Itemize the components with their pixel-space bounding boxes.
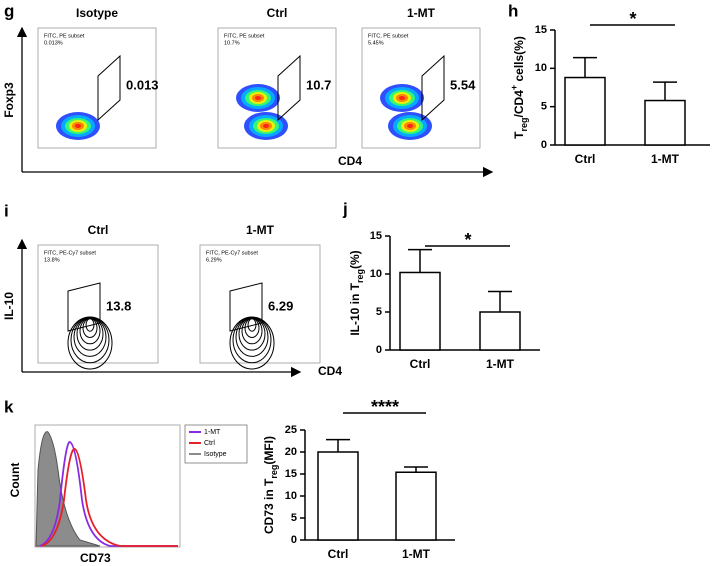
- gate: [97, 54, 121, 122]
- bar: [317, 451, 359, 541]
- bar: [564, 76, 606, 146]
- x-tick-label: 1-MT: [402, 547, 431, 561]
- gate-subset: 13.8%: [44, 257, 60, 263]
- significance-label: ****: [371, 397, 399, 417]
- x-tick-label: 1-MT: [651, 152, 680, 166]
- plot-title: Isotype: [76, 6, 118, 20]
- y-tick-label: 5: [291, 512, 297, 524]
- legend-label: Isotype: [204, 451, 227, 458]
- y-axis-label-part: IL-10 in T: [348, 282, 362, 335]
- gate-header: FITC, PE-Cy7 subset: [44, 250, 96, 256]
- gate-subset: 0.013%: [44, 40, 63, 46]
- y-tick-label: 0: [541, 139, 547, 151]
- gate: [67, 282, 101, 332]
- y-axis-label: Foxp3: [2, 82, 16, 118]
- y-tick-label: 20: [285, 446, 297, 458]
- gate-header: FITC, PE subset: [44, 33, 85, 39]
- y-tick-label: 15: [535, 24, 547, 36]
- x-tick-label: 1-MT: [486, 357, 515, 371]
- histogram-ctrl: [41, 448, 178, 547]
- bar: [479, 311, 521, 351]
- panel-label: g: [4, 1, 14, 20]
- gate-subset: 10.7%: [224, 40, 240, 46]
- x-axis-label: CD4: [318, 364, 342, 378]
- significance-label: *: [464, 230, 471, 250]
- x-axis-label: CD4: [338, 154, 362, 168]
- dot-density: [263, 124, 269, 128]
- y-axis-label-part: reg: [269, 465, 279, 479]
- gate: [421, 54, 445, 122]
- y-tick-label: 10: [285, 490, 297, 502]
- y-axis-label: CD73 in Treg(MFI): [262, 436, 279, 534]
- dot-density: [75, 124, 81, 128]
- y-axis-label: IL-10 in Treg(%): [348, 250, 365, 335]
- gate-header: FITC, PE subset: [224, 33, 265, 39]
- bar: [399, 271, 441, 351]
- y-tick-label: 0: [291, 534, 297, 546]
- y-axis-label-part: (%): [348, 250, 362, 269]
- y-tick-label: 5: [541, 101, 547, 113]
- y-axis-label-part: +: [509, 85, 519, 90]
- y-tick-label: 10: [370, 268, 382, 280]
- plot-title: Ctrl: [267, 6, 288, 20]
- y-axis-label-part: cells(%): [512, 36, 526, 85]
- panel-label: h: [508, 1, 518, 20]
- gate: [277, 54, 301, 122]
- x-tick-label: Ctrl: [575, 152, 596, 166]
- gate-value: 13.8: [106, 298, 131, 313]
- dot-density: [255, 96, 261, 100]
- y-axis-label-part: /CD4: [512, 90, 526, 118]
- plot-title: Ctrl: [88, 223, 109, 237]
- plot-title: 1-MT: [246, 223, 275, 237]
- legend-label: Ctrl: [204, 440, 215, 447]
- panel-label: j: [342, 199, 348, 218]
- y-axis-label-part: (MFI): [262, 436, 276, 465]
- histogram-isotype: [35, 431, 101, 547]
- gate-subset: 6.29%: [206, 257, 222, 263]
- gate-value: 10.7: [306, 77, 331, 92]
- y-axis-label-part: reg: [355, 269, 365, 283]
- y-axis-label: Treg/CD4+ cells(%): [509, 36, 529, 139]
- gate-value: 0.013: [126, 77, 159, 92]
- dot-density: [407, 124, 413, 128]
- bar: [644, 99, 686, 146]
- gate: [229, 282, 263, 332]
- y-axis-label: Count: [8, 463, 22, 498]
- histogram-1mt: [39, 441, 178, 547]
- legend-label: 1-MT: [204, 429, 221, 436]
- plot-frame: [199, 244, 321, 364]
- plot-frame: [37, 244, 159, 364]
- plot-title: 1-MT: [407, 6, 436, 20]
- dot-density: [399, 96, 405, 100]
- gate-header: FITC, PE subset: [368, 33, 409, 39]
- y-tick-label: 15: [370, 230, 382, 242]
- gate-value: 5.54: [450, 77, 476, 92]
- x-tick-label: Ctrl: [410, 357, 431, 371]
- y-tick-label: 15: [285, 468, 297, 480]
- x-axis-label: CD73: [80, 551, 111, 565]
- y-axis-label-part: reg: [519, 117, 529, 131]
- gate-value: 6.29: [268, 298, 293, 313]
- x-tick-label: Ctrl: [328, 547, 349, 561]
- y-tick-label: 0: [376, 344, 382, 356]
- bar: [395, 471, 437, 541]
- y-tick-label: 5: [376, 306, 382, 318]
- y-tick-label: 10: [535, 62, 547, 74]
- gate-header: FITC, PE-Cy7 subset: [206, 250, 258, 256]
- panel-label: i: [4, 201, 9, 220]
- y-axis-label: IL-10: [2, 292, 16, 320]
- y-axis-label-part: T: [512, 131, 526, 139]
- y-tick-label: 25: [285, 424, 297, 436]
- y-axis-label-part: CD73 in T: [262, 478, 276, 534]
- significance-label: *: [629, 9, 636, 29]
- gate-subset: 5.45%: [368, 40, 384, 46]
- panel-label: k: [4, 397, 14, 416]
